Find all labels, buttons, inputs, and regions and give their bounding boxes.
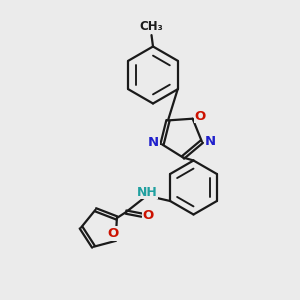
Text: NH: NH bbox=[136, 185, 158, 199]
Text: CH₃: CH₃ bbox=[139, 20, 163, 33]
Text: O: O bbox=[108, 227, 119, 240]
Text: N: N bbox=[205, 135, 216, 148]
Text: N: N bbox=[148, 136, 159, 149]
Text: O: O bbox=[142, 209, 154, 222]
Text: O: O bbox=[194, 110, 206, 123]
